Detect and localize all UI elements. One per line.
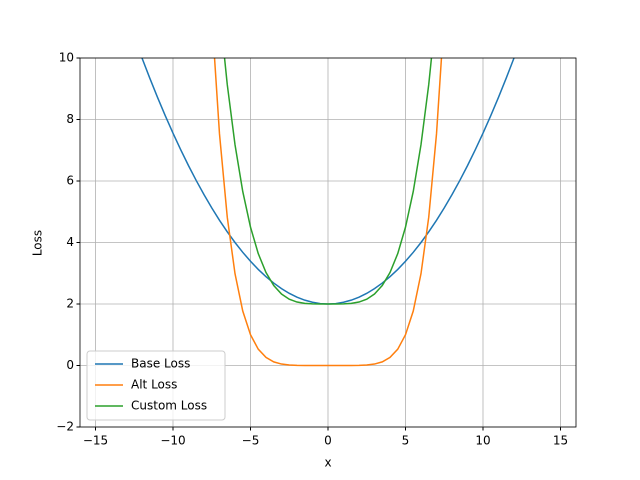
y-tick-label: 6 <box>66 174 74 188</box>
plot-lines <box>141 58 515 367</box>
legend-label: Alt Loss <box>131 378 177 392</box>
series-line <box>213 58 443 367</box>
x-tick-label: −15 <box>83 434 108 448</box>
legend-box <box>86 350 226 421</box>
y-tick-label: −2 <box>56 420 74 434</box>
x-tick-label: 15 <box>553 434 568 448</box>
x-axis-label: x <box>324 456 331 470</box>
x-tick-label: 0 <box>324 434 332 448</box>
y-axis-label: Loss <box>31 230 45 256</box>
y-tick-label: 2 <box>66 297 74 311</box>
series-line <box>223 58 433 305</box>
x-tick-label: −10 <box>160 434 185 448</box>
plot-frame <box>79 57 577 428</box>
x-tick-label: −5 <box>242 434 260 448</box>
x-tick-label: 5 <box>402 434 410 448</box>
x-tick-label: 10 <box>475 434 490 448</box>
legend-label: Base Loss <box>131 357 190 371</box>
y-tick-label: 0 <box>66 358 74 372</box>
y-tick-label: 4 <box>66 235 74 249</box>
y-tick-label: 10 <box>59 51 74 65</box>
legend-label: Custom Loss <box>131 399 207 413</box>
y-tick-label: 8 <box>66 112 74 126</box>
